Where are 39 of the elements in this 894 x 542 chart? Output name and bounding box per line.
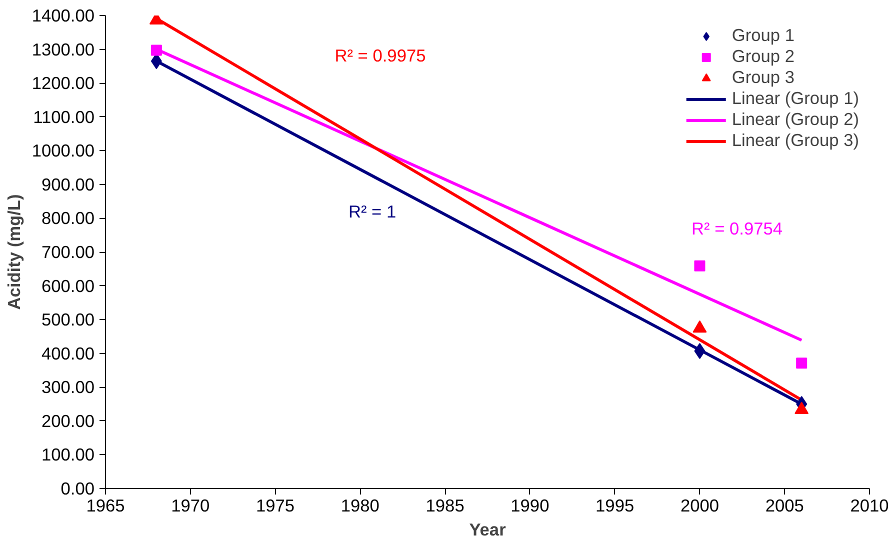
annotation: R² = 0.9754 <box>691 218 783 238</box>
legend-label: Group 1 <box>732 25 794 46</box>
legend-label: Linear (Group 3) <box>732 130 859 151</box>
annotation: R² = 0.9975 <box>334 46 426 66</box>
y-tick-label: 400.00 <box>42 343 94 364</box>
y-tick-label: 0.00 <box>60 478 95 498</box>
y-tick-label: 100.00 <box>42 444 94 465</box>
x-tick-label: 1990 <box>510 496 550 516</box>
point <box>694 260 706 272</box>
x-tick-label: 1975 <box>256 496 295 516</box>
x-tick-label: 1995 <box>596 496 634 516</box>
x-axis-title: Year <box>469 520 506 540</box>
y-tick-label: 1400.00 <box>32 6 95 26</box>
y-tick-label: 1100.00 <box>33 106 95 127</box>
y-tick-label: 500.00 <box>42 310 94 330</box>
y-tick-label: 1000.00 <box>32 140 95 161</box>
x-tick-label: 1985 <box>426 496 464 516</box>
legend-label: Linear (Group 2) <box>732 109 859 130</box>
y-tick-label: 300.00 <box>42 377 94 398</box>
x-tick-label: 1980 <box>340 496 380 516</box>
x-tick-label: 2010 <box>850 496 889 516</box>
x-tick-label: 2000 <box>680 496 720 516</box>
annotation: R² = 1 <box>348 202 396 222</box>
y-tick-label: 800.00 <box>42 208 94 228</box>
y-tick-label: 1200.00 <box>32 73 95 94</box>
y-axis-title: Acidity (mg/L) <box>4 194 24 310</box>
x-tick-label: 2005 <box>765 496 804 516</box>
y-tick-label: 600.00 <box>42 276 94 296</box>
point <box>150 44 162 56</box>
y-tick-label: 900.00 <box>42 174 94 194</box>
x-tick-label: 1965 <box>86 496 125 516</box>
y-tick-label: 1300.00 <box>32 39 95 60</box>
x-tick-label: 1970 <box>171 496 210 516</box>
legend-label: Group 3 <box>732 67 794 88</box>
point <box>796 358 808 369</box>
y-tick-label: 700.00 <box>42 242 94 262</box>
legend-label: Linear (Group 1) <box>732 88 859 109</box>
legend-label: Group 2 <box>732 46 794 67</box>
y-tick-label: 200.00 <box>42 410 94 431</box>
